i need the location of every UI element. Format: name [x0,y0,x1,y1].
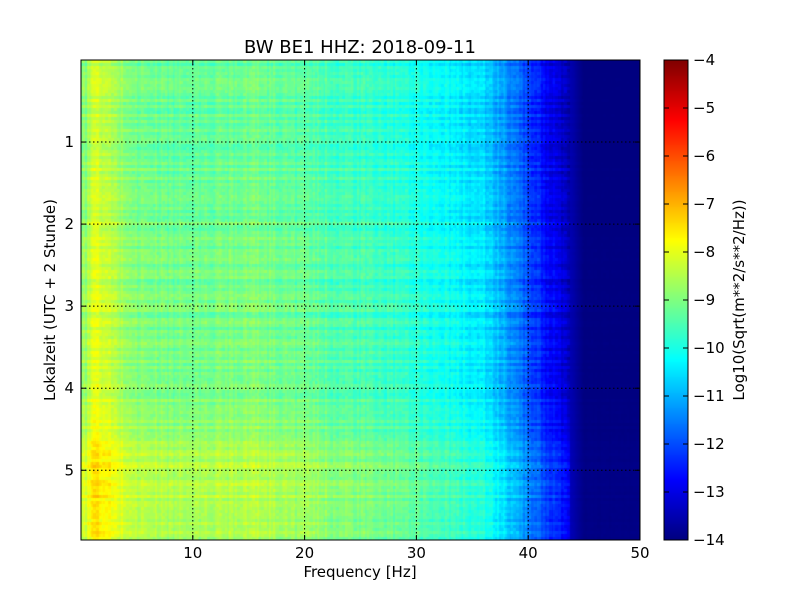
x-tick-label: 30 [407,544,426,562]
x-tick-label: 10 [183,544,202,562]
chart-title: BW BE1 HHZ: 2018-09-11 [244,37,476,58]
colorbar-tick-label: −5 [693,99,715,117]
axis-ticks: 10 20 30 40 50 1 2 3 4 5 −4 −5 −6 −7 −8 −9 −10 −11 −12 −13 −… [64,51,724,562]
x-tick-label: 50 [630,544,649,562]
colorbar-tick-label: −4 [693,51,715,69]
y-axis-label: Lokalzeit (UTC + 2 Stunde) [41,199,59,401]
y-tick-label: 5 [64,461,74,479]
colorbar-tick-label: −12 [693,435,725,453]
y-tick-label: 4 [64,379,74,397]
spectrogram-heatmap [81,60,640,540]
y-tick-label: 1 [64,133,74,151]
colorbar-tick-label: −8 [693,243,715,261]
colorbar-tick-label: −9 [693,291,715,309]
colorbar-tick-label: −11 [693,387,725,405]
colorbar-tick-label: −7 [693,195,715,213]
plot-frame [80,59,641,541]
grid-lines [81,60,640,540]
x-axis-label: Frequency [Hz] [303,563,416,581]
y-tick-label: 2 [64,215,74,233]
colorbar-tick-label: −13 [693,483,725,501]
y-tick-label: 3 [64,297,74,315]
x-tick-label: 20 [295,544,314,562]
colorbar-frame [663,59,689,541]
colorbar-label: Log10(Sqrt(m**2/s**2/Hz)) [730,199,748,400]
colorbar-tick-label: −14 [693,531,725,549]
colorbar-tick-label: −6 [693,147,715,165]
colorbar-tick-label: −10 [693,339,725,357]
x-tick-label: 40 [519,544,538,562]
